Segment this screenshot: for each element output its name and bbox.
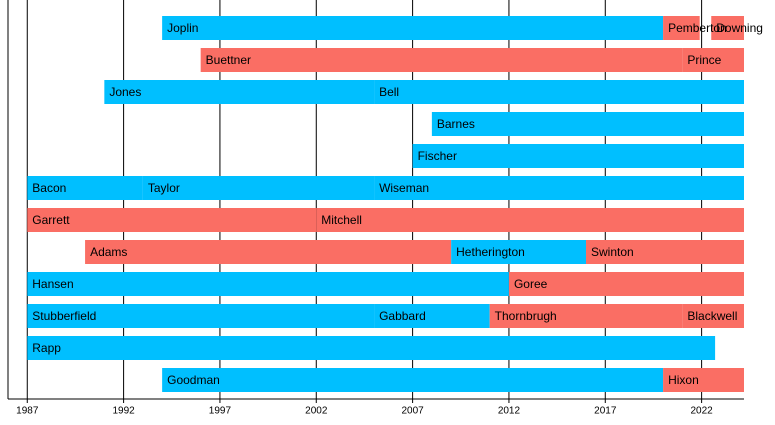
bar-segment xyxy=(663,16,700,40)
bar-segment xyxy=(663,368,744,392)
bar-segment xyxy=(374,80,744,104)
x-tick-label: 2017 xyxy=(594,406,617,417)
x-tick-label: 2022 xyxy=(690,406,713,417)
x-tick-label: 1987 xyxy=(16,406,39,417)
bar-segment xyxy=(85,240,452,264)
segment-label: Jones xyxy=(109,85,141,99)
x-tick-label: 2007 xyxy=(401,406,424,417)
segment-label: Prince xyxy=(687,53,721,67)
bar-segment xyxy=(586,240,744,264)
bar-segment xyxy=(27,208,317,232)
segment-label: Downing xyxy=(716,21,763,35)
segment-label: Rapp xyxy=(32,341,61,355)
bar-segment xyxy=(451,240,587,264)
bar-segment xyxy=(711,16,744,40)
bar-segment xyxy=(27,176,143,200)
x-tick-label: 2012 xyxy=(498,406,521,417)
segment-label: Hixon xyxy=(668,373,699,387)
segment-label: Bacon xyxy=(32,181,66,195)
bar-segment xyxy=(104,80,375,104)
segment-label: Bell xyxy=(379,85,399,99)
segment-label: Thornbrugh xyxy=(495,309,557,323)
bar-segment xyxy=(412,144,744,168)
bar-segment xyxy=(27,272,509,296)
segment-label: Swinton xyxy=(591,245,634,259)
segment-label: Gabbard xyxy=(379,309,426,323)
bar-segment xyxy=(162,368,664,392)
bar-segment xyxy=(27,336,716,360)
segment-label: Hetherington xyxy=(456,245,525,259)
segment-label: Buettner xyxy=(206,53,251,67)
segment-label: Taylor xyxy=(148,181,180,195)
segment-label: Adams xyxy=(90,245,127,259)
bar-segment xyxy=(431,112,744,136)
segment-label: Joplin xyxy=(167,21,198,35)
x-tick-label: 2002 xyxy=(305,406,328,417)
segment-label: Blackwell xyxy=(687,309,737,323)
bar-segment xyxy=(682,48,744,72)
bar-segment xyxy=(316,208,744,232)
bar-segment xyxy=(27,304,375,328)
x-tick-label: 1997 xyxy=(209,406,232,417)
segment-label: Garrett xyxy=(32,213,70,227)
segment-label: Pemberton xyxy=(668,21,727,35)
segment-label: Barnes xyxy=(437,117,475,131)
bar-segment xyxy=(508,272,744,296)
x-tick-label: 1992 xyxy=(112,406,135,417)
segment-label: Goree xyxy=(514,277,548,291)
bar-segment xyxy=(374,304,490,328)
segment-label: Hansen xyxy=(32,277,73,291)
bar-segment xyxy=(142,176,375,200)
bar-segment xyxy=(162,16,664,40)
bar-segment xyxy=(200,48,683,72)
bar-segment xyxy=(489,304,683,328)
segment-label: Mitchell xyxy=(321,213,362,227)
bar-segment xyxy=(374,176,744,200)
segment-label: Goodman xyxy=(167,373,220,387)
segment-label: Stubberfield xyxy=(32,309,96,323)
bar-segment xyxy=(682,304,744,328)
segment-label: Fischer xyxy=(418,149,457,163)
segment-label: Wiseman xyxy=(379,181,429,195)
